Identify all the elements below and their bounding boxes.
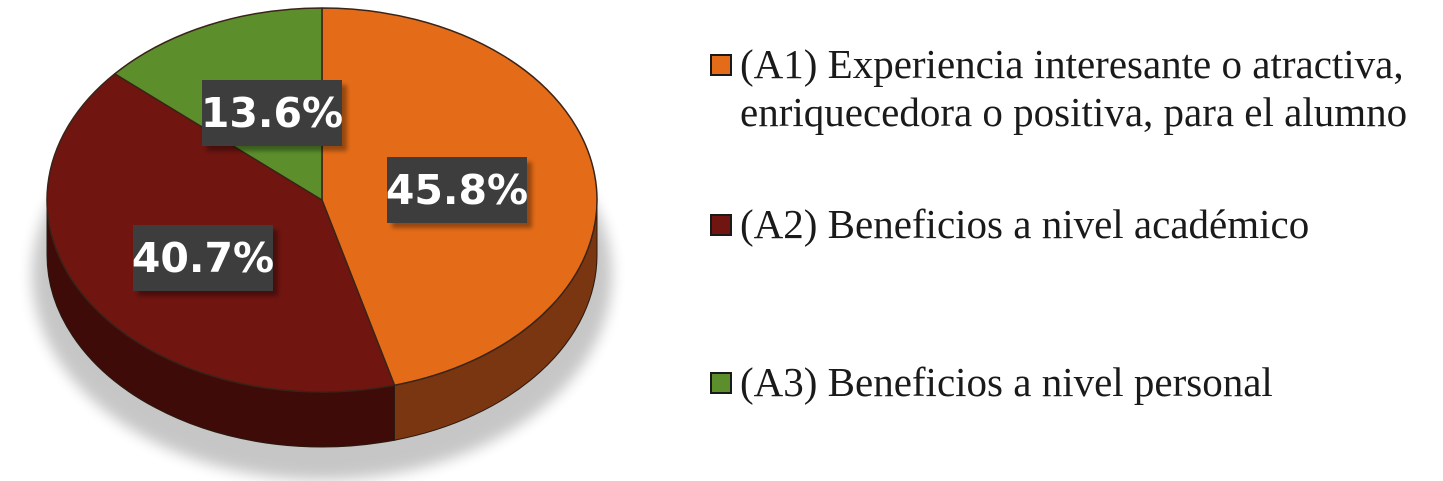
data-label-a2: 40.7% xyxy=(132,225,274,291)
legend-item-a3: (A3) Beneficios a nivel personal xyxy=(710,358,1435,406)
data-label-text-a3: 13.6% xyxy=(201,89,343,137)
legend-swatch-a3 xyxy=(710,372,732,394)
data-label-a3: 13.6% xyxy=(201,80,343,146)
data-label-text-a1: 45.8% xyxy=(386,166,528,214)
data-label-box-a3 xyxy=(202,80,342,146)
legend-item-a2: (A2) Beneficios a nivel académico xyxy=(710,200,1435,248)
pie-plot-area: 45.8% 40.7% 13.6% xyxy=(32,7,612,480)
data-label-box-a1 xyxy=(387,157,527,223)
data-label-text-a2: 40.7% xyxy=(132,234,274,282)
legend-label-a2: (A2) Beneficios a nivel académico xyxy=(740,201,1310,247)
legend-swatch-a1 xyxy=(710,54,732,76)
legend-label-a3: (A3) Beneficios a nivel personal xyxy=(740,359,1273,405)
legend-label-a1: (A1) Experiencia interesante o atractiva… xyxy=(740,41,1408,135)
data-label-box-a2 xyxy=(133,225,273,291)
data-label-a1: 45.8% xyxy=(386,157,528,223)
legend-swatch-a2 xyxy=(710,214,732,236)
legend-item-a1: (A1) Experiencia interesante o atractiva… xyxy=(710,40,1435,136)
